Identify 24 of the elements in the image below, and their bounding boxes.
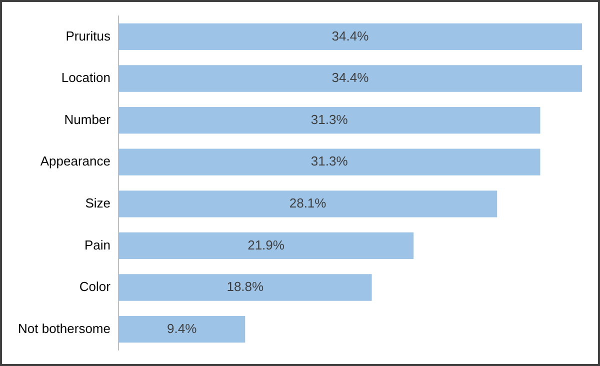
data-label: 34.4% (332, 70, 370, 86)
bar (118, 23, 582, 50)
data-label: 31.3% (310, 154, 348, 169)
data-label: 34.4% (332, 28, 370, 44)
y-tick-label: Pain (84, 237, 110, 252)
y-tick-label: Size (85, 195, 110, 210)
y-tick-label: Location (61, 70, 110, 86)
bar (118, 274, 372, 301)
data-label: 18.8% (226, 279, 264, 294)
y-tick-label: Appearance (40, 154, 110, 169)
y-tick-label: Color (79, 279, 112, 294)
bar (118, 232, 414, 260)
y-tick-label: Not bothersome (18, 320, 110, 336)
y-tick-label: Number (64, 112, 112, 127)
bar (118, 106, 540, 134)
y-tick-label: Pruritus (66, 28, 111, 44)
data-label: 28.1% (289, 195, 327, 210)
bar (118, 148, 540, 176)
bar (118, 65, 582, 92)
data-label: 9.4% (167, 320, 198, 336)
bar (118, 316, 246, 343)
data-label: 31.3% (310, 112, 348, 127)
data-label: 21.9% (248, 237, 285, 252)
bar (118, 190, 498, 218)
